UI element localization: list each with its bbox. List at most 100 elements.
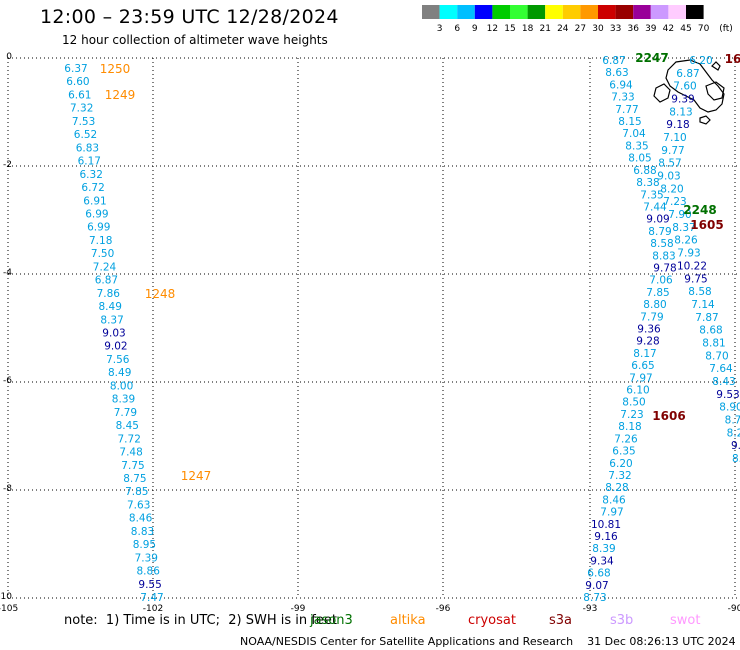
wave-height-label: 7.47 — [140, 592, 163, 604]
legend-label: 21 — [539, 24, 550, 34]
wave-height-label: 8.80 — [643, 299, 666, 311]
wave-height-label: 8.63 — [605, 67, 628, 79]
wave-height-label: 8.49 — [108, 367, 131, 379]
wave-height-label: 7.18 — [89, 235, 112, 247]
wave-height-label: 7.86 — [97, 288, 121, 300]
wave-height-label: 7.85 — [646, 287, 669, 299]
wave-height-label: 9.07 — [585, 580, 608, 592]
legend-swatch — [633, 5, 651, 19]
legend-swatch — [580, 5, 598, 19]
legend-swatch — [545, 5, 563, 19]
wave-height-label: 7.26 — [614, 433, 638, 445]
wave-height-label: 9.28 — [636, 336, 659, 348]
wave-height-label: 8.95 — [133, 539, 156, 551]
legend-swatch — [492, 5, 510, 19]
wave-height-label: 6.32 — [80, 169, 103, 181]
wave-height-label: 6.72 — [81, 182, 104, 194]
track-time-label: 2248 — [683, 203, 716, 217]
wave-height-label: 7.48 — [119, 447, 142, 459]
wave-height-label: 6.99 — [87, 222, 110, 234]
wave-height-label: 9.16 — [594, 531, 618, 543]
wave-height-label: 8.81 — [702, 337, 725, 349]
wave-height-label: 9.02 — [104, 341, 127, 353]
wave-height-label: 8.58 — [650, 238, 673, 250]
wave-height-label: 8.68 — [699, 325, 722, 337]
wave-height-label: 7.97 — [629, 372, 652, 384]
legend-swatch — [686, 5, 704, 19]
wave-height-label: 7.35 — [640, 189, 663, 201]
legend-label: 42 — [663, 24, 674, 34]
wave-height-label: 7.87 — [695, 312, 718, 324]
wave-height-label: 8.70 — [705, 350, 728, 362]
wave-height-label: 6.61 — [68, 89, 91, 101]
wave-height-label: 9.39 — [671, 94, 694, 106]
legend-swatch — [668, 5, 686, 19]
y-tick-label: -6 — [3, 376, 12, 386]
wave-height-label: 8.50 — [622, 397, 645, 409]
wave-height-label: 9. — [731, 440, 740, 452]
wave-height-label: 7.04 — [622, 128, 646, 140]
x-tick-label: -90 — [728, 604, 740, 614]
wave-height-label: 7.23 — [620, 409, 643, 421]
legend-swatch — [457, 5, 475, 19]
wave-height-label: 6.88 — [633, 165, 656, 177]
track-time-label: 1606 — [652, 409, 685, 423]
wave-height-label: 6.94 — [609, 79, 633, 91]
legend-label: 36 — [627, 24, 639, 34]
wave-height-label: 8.90 — [719, 402, 740, 414]
wave-height-label: 6.10 — [626, 385, 649, 397]
wave-height-label: 8.75 — [123, 473, 146, 485]
wave-height-label: 8.17 — [633, 348, 656, 360]
wave-height-label: 7.23 — [663, 196, 686, 208]
wave-height-label: 7.33 — [611, 92, 634, 104]
wave-height-label: 7.63 — [127, 499, 150, 511]
wave-height-label: 8.39 — [112, 394, 135, 406]
wave-height-label: 8.26 — [674, 235, 698, 247]
wave-height-label: 8.15 — [618, 116, 641, 128]
y-tick-label: -8 — [3, 484, 12, 494]
wave-height-label: 9.03 — [102, 328, 125, 340]
satellite-s3a-label: s3a — [549, 613, 573, 628]
wave-height-label: 8.73 — [583, 592, 606, 604]
footnote: note: 1) Time is in UTC; 2) SWH is in fe… — [64, 613, 337, 628]
x-tick-label: -93 — [583, 604, 598, 614]
legend-label: 6 — [454, 24, 460, 34]
color-legend: 3 6 9 12 15 18 21 24 27 30 33 36 39 42 45 70 (ft) — [422, 5, 733, 34]
track-time-label: 1249 — [105, 88, 136, 102]
credit-line: NOAA/NESDIS Center for Satellite Applica… — [240, 635, 736, 648]
wave-height-label: 8.79 — [648, 226, 671, 238]
track-time-label: 2247 — [635, 51, 668, 65]
wave-height-label: 9.78 — [653, 262, 676, 274]
wave-height-label: 6.17 — [78, 156, 101, 168]
legend-label: 12 — [487, 24, 498, 34]
legend-swatch — [422, 5, 440, 19]
wave-height-label: 7.97 — [600, 507, 623, 519]
satellite-s3b-label: s3b — [610, 613, 634, 628]
wave-height-label: 7.53 — [72, 116, 95, 128]
wave-height-label: 8.49 — [99, 301, 122, 313]
wave-height-label: 7.79 — [114, 407, 137, 419]
legend-swatch — [562, 5, 581, 19]
wave-height-label: 6.91 — [83, 195, 106, 207]
island-outline — [711, 61, 721, 71]
legend-swatch — [474, 5, 493, 19]
legend-label: 9 — [472, 24, 478, 34]
x-tick-label: -99 — [291, 604, 306, 614]
legend-label: 24 — [557, 24, 569, 34]
wave-height-label: 8.43 — [712, 376, 735, 388]
legend-swatch — [650, 5, 669, 19]
legend-label: 3 — [437, 24, 443, 34]
wave-height-label: 7.39 — [135, 552, 158, 564]
legend-swatch — [439, 5, 458, 19]
wave-height-label: 8.45 — [116, 420, 139, 432]
legend-label: 27 — [575, 24, 586, 34]
y-tick-label: -4 — [3, 268, 12, 278]
wave-height-label: 7.10 — [663, 132, 686, 144]
legend-unit: (ft) — [719, 24, 733, 34]
wave-height-label: 8.2 — [727, 427, 740, 439]
wave-height-label: 6.65 — [631, 360, 654, 372]
wave-height-label: 6.99 — [85, 208, 108, 220]
wave-height-label: 8.18 — [618, 421, 641, 433]
wave-height-label: 9.36 — [637, 324, 661, 336]
wave-height-label: 6.35 — [612, 446, 635, 458]
